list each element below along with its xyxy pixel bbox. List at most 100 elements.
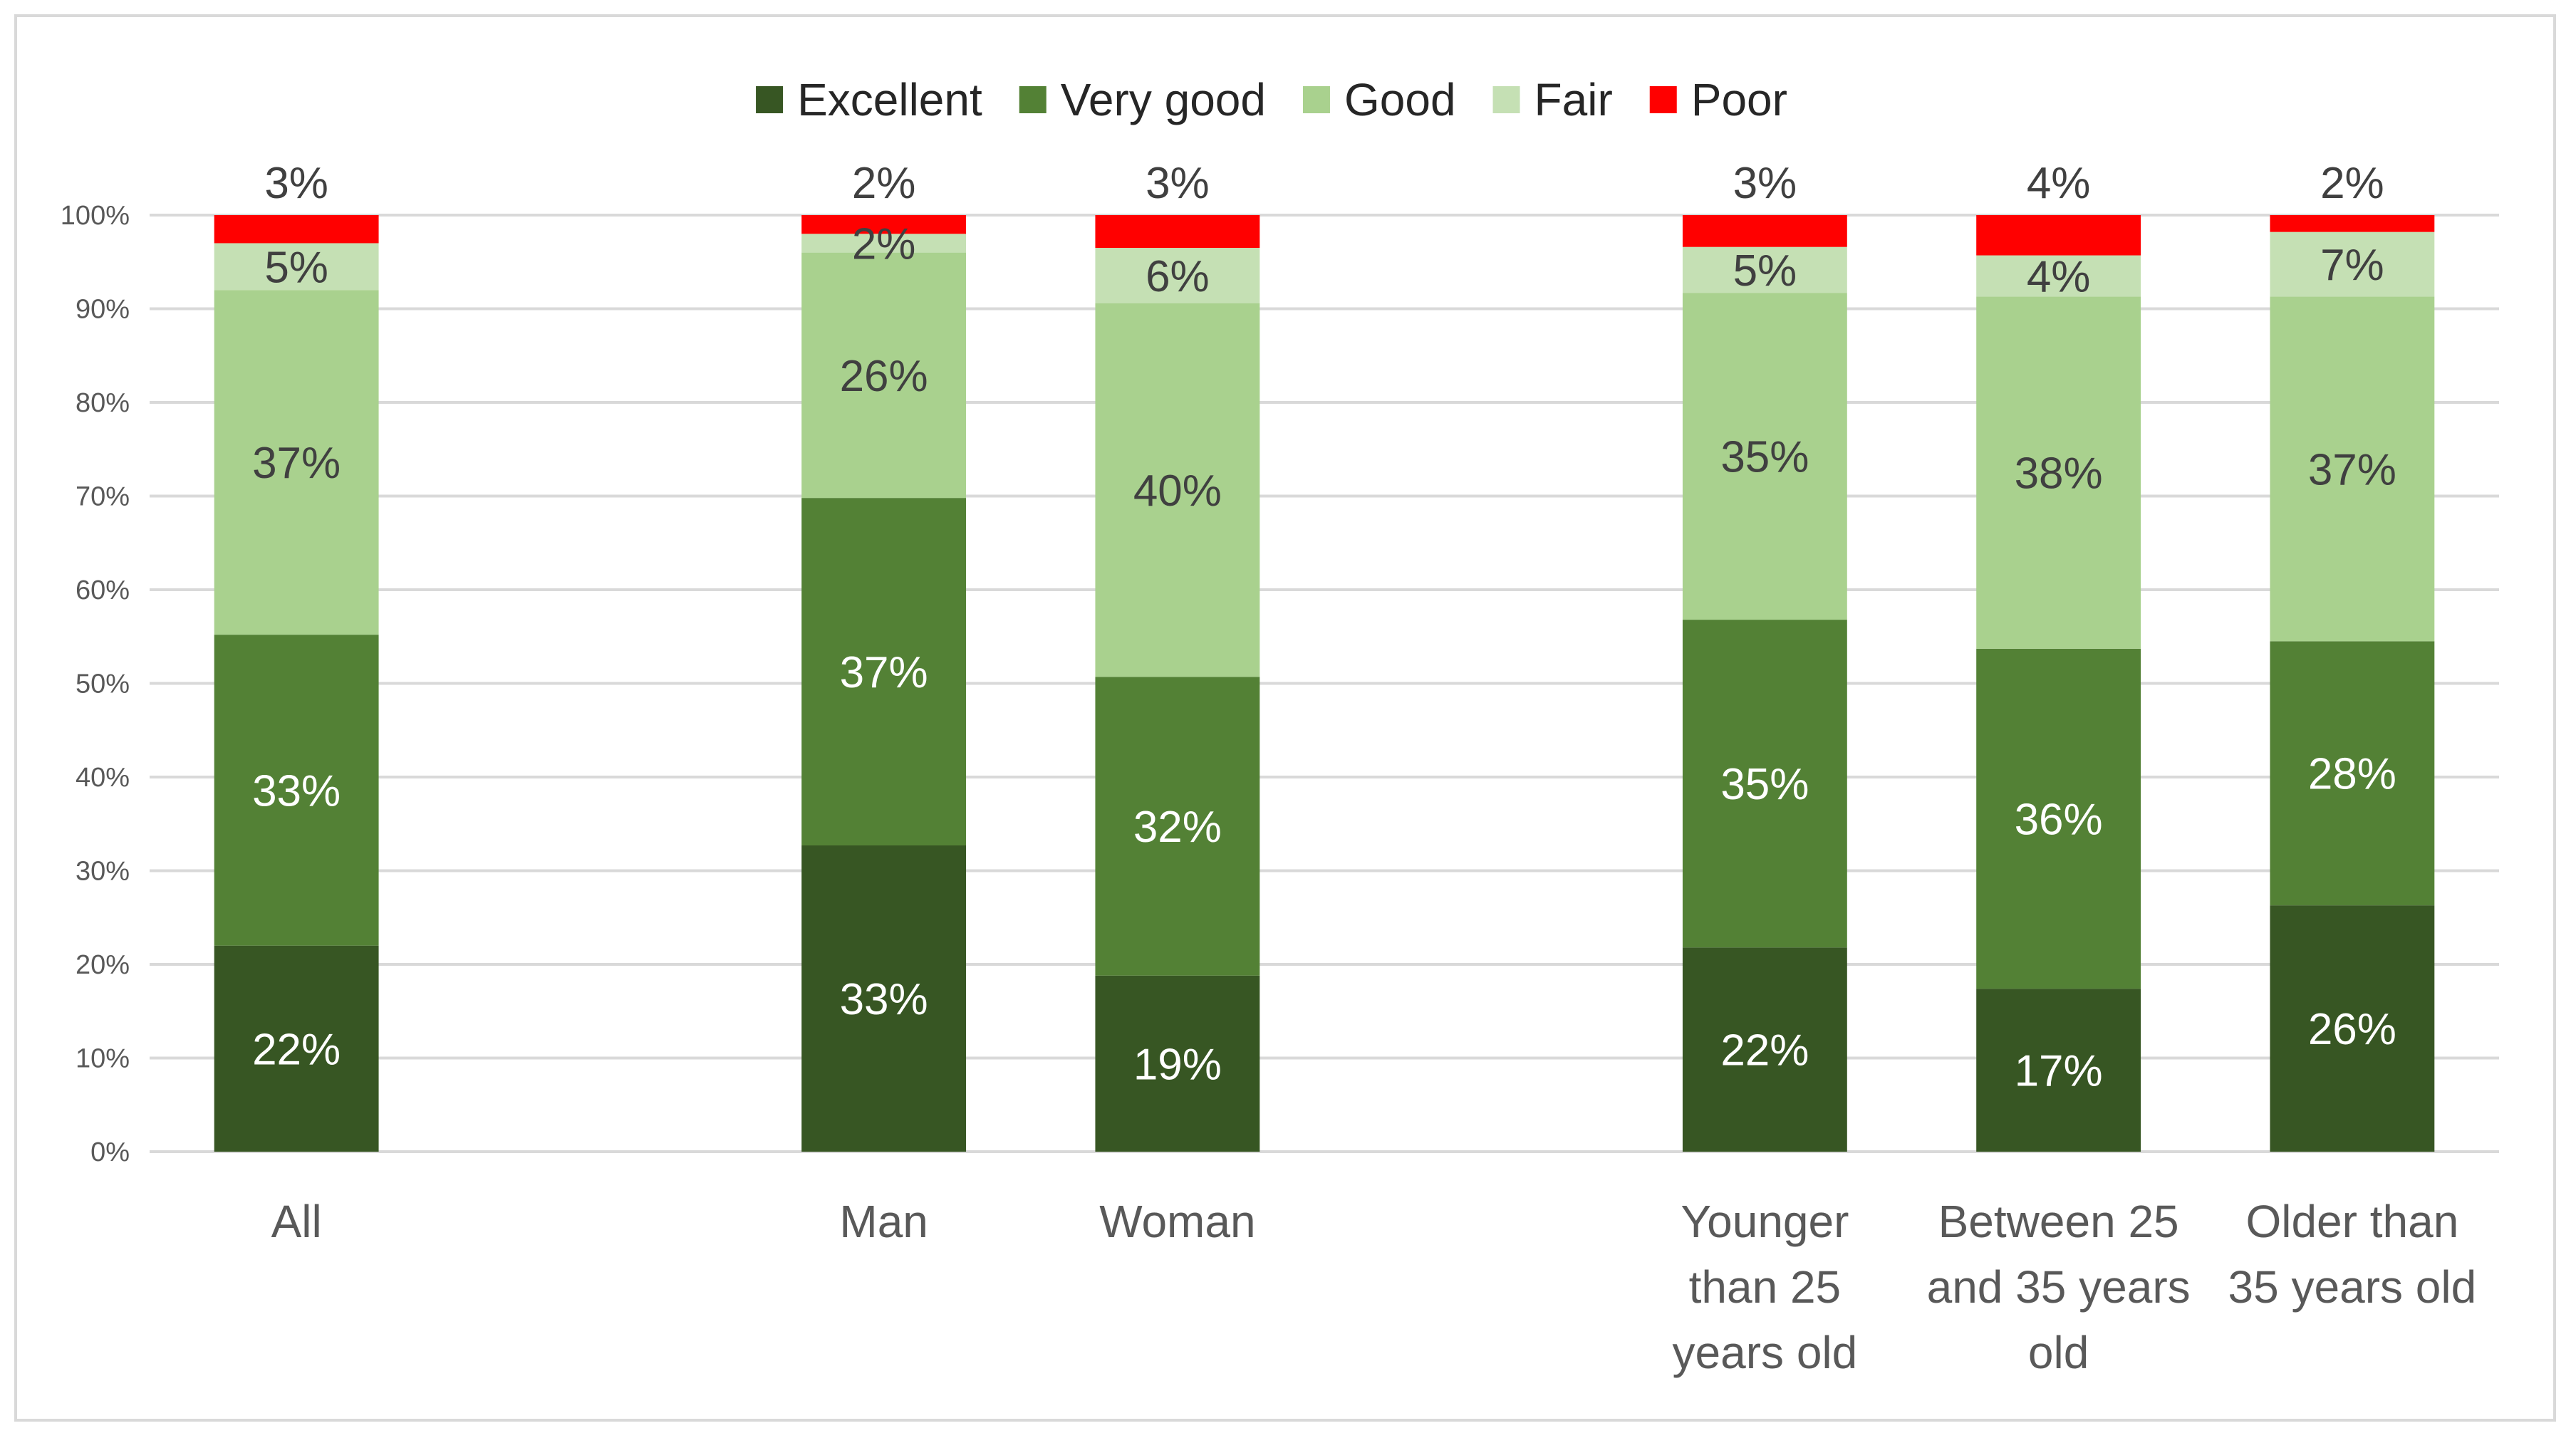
bar-segment-poor <box>801 215 967 234</box>
bar-segment-poor <box>1682 215 1847 247</box>
data-label: 4% <box>2027 159 2091 208</box>
data-label: 32% <box>1133 803 1222 852</box>
category-label-line: Woman <box>1099 1196 1255 1247</box>
data-label: 22% <box>252 1025 341 1074</box>
legend-label: Fair <box>1534 74 1613 125</box>
category-label: Between 25 and 35 years old <box>1927 1196 2191 1378</box>
bar-segment-excellent <box>1682 947 1847 1152</box>
data-label: 3% <box>1733 159 1797 208</box>
bar-segment-very-good <box>2270 641 2435 906</box>
bar-segment-poor <box>1976 215 2141 256</box>
bar-segment-fair <box>1095 248 1260 303</box>
data-label: 35% <box>1720 433 1809 482</box>
legend-swatch <box>1019 86 1046 113</box>
bar-segment-very-good <box>801 498 967 845</box>
legend-swatch <box>1492 86 1520 113</box>
y-tick-label: 80% <box>76 388 130 418</box>
legend-label: Excellent <box>797 74 982 125</box>
x-axis-category-labels: All Man Woman Younger than 25 years old Betwee… <box>271 1196 2477 1378</box>
y-tick-label: 50% <box>76 669 130 699</box>
bar-segment-very-good <box>1682 620 1847 948</box>
bar-segment-good <box>1976 296 2141 649</box>
data-label: 36% <box>2015 796 2103 845</box>
data-label: 28% <box>2308 750 2396 799</box>
y-tick-label: 60% <box>76 575 130 605</box>
legend: Excellent Very good Good Fair Poor <box>756 74 1787 125</box>
bar-segment-excellent <box>1095 975 1260 1152</box>
data-label: 2% <box>852 219 916 269</box>
bar-segment-very-good <box>1976 648 2141 989</box>
data-label: 26% <box>840 352 928 401</box>
data-label: 2% <box>2320 159 2384 208</box>
data-label: 4% <box>2027 252 2091 301</box>
category-label: Younger than 25 years old <box>1673 1196 1858 1378</box>
category-label-line: Between 25 <box>1938 1196 2179 1247</box>
legend-label: Very good <box>1061 74 1266 125</box>
y-tick-label: 0% <box>90 1137 130 1167</box>
legend-label: Good <box>1344 74 1456 125</box>
bar-segment-good <box>214 290 379 635</box>
data-label: 2% <box>852 159 916 208</box>
category-label-line: and 35 years <box>1927 1261 2191 1313</box>
y-tick-label: 100% <box>61 201 130 231</box>
data-label: 19% <box>1133 1040 1222 1089</box>
bar-segment-poor <box>214 215 379 244</box>
bar-segment-fair <box>214 243 379 291</box>
data-label: 37% <box>252 439 341 488</box>
data-label: 35% <box>1720 760 1809 809</box>
bars <box>214 215 2435 1152</box>
data-label: 38% <box>2015 449 2103 499</box>
bar-segment-fair <box>1682 246 1847 293</box>
bar-segment-good <box>801 252 967 499</box>
category-label-line: Younger <box>1681 1196 1849 1247</box>
bar-segment-good <box>2270 296 2435 642</box>
category-label-line: years old <box>1673 1327 1858 1378</box>
data-label: 3% <box>264 159 328 208</box>
legend-swatch <box>1302 86 1330 113</box>
gridlines <box>150 214 2499 1153</box>
data-label: 33% <box>840 975 928 1024</box>
category-label-line: All <box>271 1196 322 1247</box>
y-tick-label: 30% <box>76 857 130 887</box>
bar-segment-good <box>1682 293 1847 620</box>
y-tick-label: 20% <box>76 950 130 980</box>
legend-swatch <box>1649 86 1677 113</box>
category-label: Older than 35 years old <box>2228 1196 2477 1313</box>
data-label: 7% <box>2320 241 2384 290</box>
y-tick-label: 90% <box>76 295 130 325</box>
y-tick-label: 70% <box>76 482 130 512</box>
category-label-line: 35 years old <box>2228 1261 2477 1313</box>
bar-segment-excellent <box>2270 905 2435 1152</box>
bar-segment-excellent <box>214 945 379 1152</box>
bar-segment-very-good <box>1095 677 1260 976</box>
y-tick-label: 40% <box>76 763 130 793</box>
data-label: 26% <box>2308 1005 2396 1054</box>
bar-segment-very-good <box>214 635 379 946</box>
data-label: 5% <box>1733 246 1797 296</box>
category-label-line: than 25 <box>1689 1261 1842 1313</box>
legend-label: Poor <box>1691 74 1787 125</box>
legend-swatch <box>756 86 784 113</box>
category-label: Man <box>839 1196 928 1247</box>
bar-segment-fair <box>2270 231 2435 297</box>
data-label: 33% <box>252 766 341 816</box>
bar-segment-excellent <box>1976 989 2141 1152</box>
category-label-line: old <box>2028 1327 2089 1378</box>
bar-segment-good <box>1095 303 1260 677</box>
data-label: 37% <box>840 648 928 697</box>
category-label-line: Man <box>839 1196 928 1247</box>
bar-segment-poor <box>2270 215 2435 232</box>
data-labels: 22% 33% 37% 5% 3% 33% 37% 26% 2% 2% 19% 32% 40% 6% 3% 2… <box>252 159 2396 1096</box>
bar-segment-poor <box>1095 215 1260 249</box>
data-label: 6% <box>1146 252 1210 301</box>
bar-segment-fair <box>801 234 967 253</box>
data-label: 5% <box>264 243 328 292</box>
category-label-line: Older than <box>2245 1196 2458 1247</box>
category-label: All <box>271 1196 322 1247</box>
category-label: Woman <box>1099 1196 1255 1247</box>
data-label: 22% <box>1720 1026 1809 1075</box>
bar-segment-fair <box>1976 255 2141 297</box>
data-label: 40% <box>1133 467 1222 516</box>
data-label: 37% <box>2308 445 2396 494</box>
